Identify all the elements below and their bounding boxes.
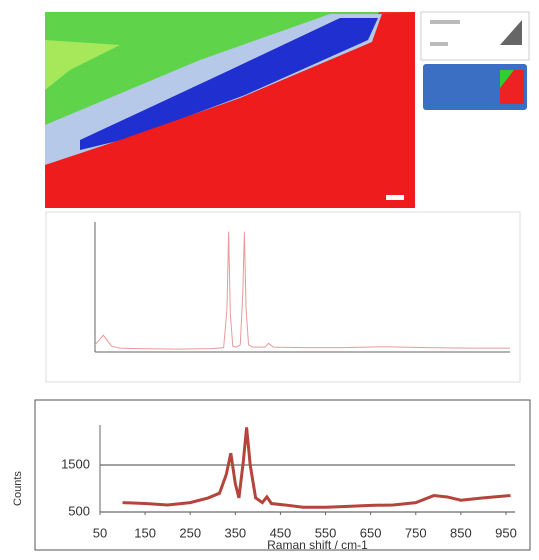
y-tick-label: 1500 xyxy=(61,456,90,471)
y-axis-label: Counts xyxy=(12,471,24,506)
raman-map xyxy=(45,12,415,208)
x-tick-label: 350 xyxy=(224,525,246,540)
map-light-region xyxy=(45,40,120,90)
x-tick-label: 50 xyxy=(93,525,107,540)
panel-text-placeholder xyxy=(430,42,448,46)
panel-icon xyxy=(500,20,522,45)
x-tick-label: 250 xyxy=(179,525,201,540)
chart-panel xyxy=(34,399,531,551)
spectrum-line xyxy=(122,427,511,509)
x-tick-label: 950 xyxy=(495,525,517,540)
map-blue-region xyxy=(80,18,378,150)
spectrum-panel xyxy=(45,211,521,383)
panel-icon xyxy=(500,70,514,88)
x-tick-label: 750 xyxy=(405,525,427,540)
map-red-region xyxy=(45,12,415,208)
x-tick-label: 850 xyxy=(450,525,472,540)
scale-bar xyxy=(386,195,404,200)
x-tick-label: 650 xyxy=(360,525,382,540)
x-tick-label: 550 xyxy=(315,525,337,540)
spectrum-line xyxy=(94,231,510,350)
panel-text-placeholder xyxy=(430,20,460,24)
x-tick-label: 150 xyxy=(134,525,156,540)
x-tick-label: 450 xyxy=(270,525,292,540)
side-panel xyxy=(420,11,530,110)
x-axis-label: Raman shift / cm-1 xyxy=(267,538,368,552)
y-tick-label: 500 xyxy=(68,503,90,518)
